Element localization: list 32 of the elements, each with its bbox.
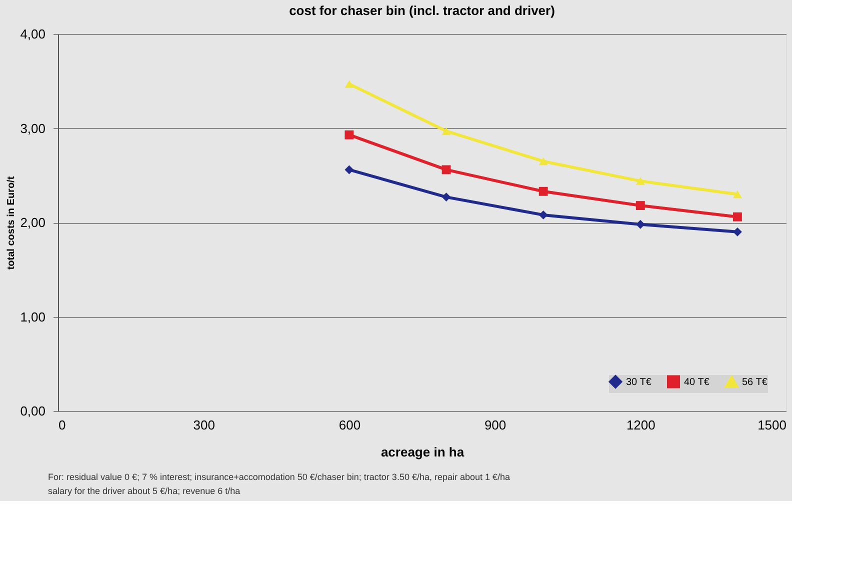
y-tick-label: 0,00 [20, 404, 46, 418]
point [442, 165, 451, 174]
legend-label: 30 T€ [626, 376, 652, 388]
x-tick-label: 900 [484, 418, 506, 432]
point [636, 201, 645, 210]
text: salary for the driver about 5 €/ha; revenue 6 t/ha [48, 486, 240, 496]
x-tick-label: 1500 [758, 418, 786, 432]
point [538, 186, 548, 196]
x-tick-label: 0 [58, 418, 66, 432]
y-tick-label: 1,00 [20, 309, 46, 324]
point [442, 127, 451, 135]
point [732, 212, 742, 222]
point [732, 190, 742, 198]
chart-title: cost for chaser bin (incl. tractor and driver) [289, 3, 555, 18]
point [344, 165, 354, 174]
y-axis-title: total costs in Euro/t [6, 176, 18, 270]
point [538, 157, 548, 166]
x-axis-title: acreage in ha [380, 444, 465, 460]
x-tick-label: 300 [193, 418, 215, 432]
point [636, 177, 645, 185]
point [344, 80, 354, 88]
x-tick-label: 600 [338, 418, 361, 432]
text: For: residual value 0 €; 7 % interest; insurance+accomodation 50 €/chaser bin; tractor 3.50 €/ha, repair about 1 €/ha [48, 472, 510, 482]
point [344, 130, 354, 140]
point [442, 192, 451, 202]
legend-label: 56 T€ [742, 377, 768, 388]
x-tick-label: 1200 [626, 418, 656, 432]
y-tick-label: 3,00 [20, 120, 46, 136]
y-tick-label: 2,00 [20, 215, 46, 230]
point [538, 210, 548, 220]
legend-label: 40 T€ [684, 376, 710, 388]
y-tick-label: 4,00 [20, 26, 46, 42]
